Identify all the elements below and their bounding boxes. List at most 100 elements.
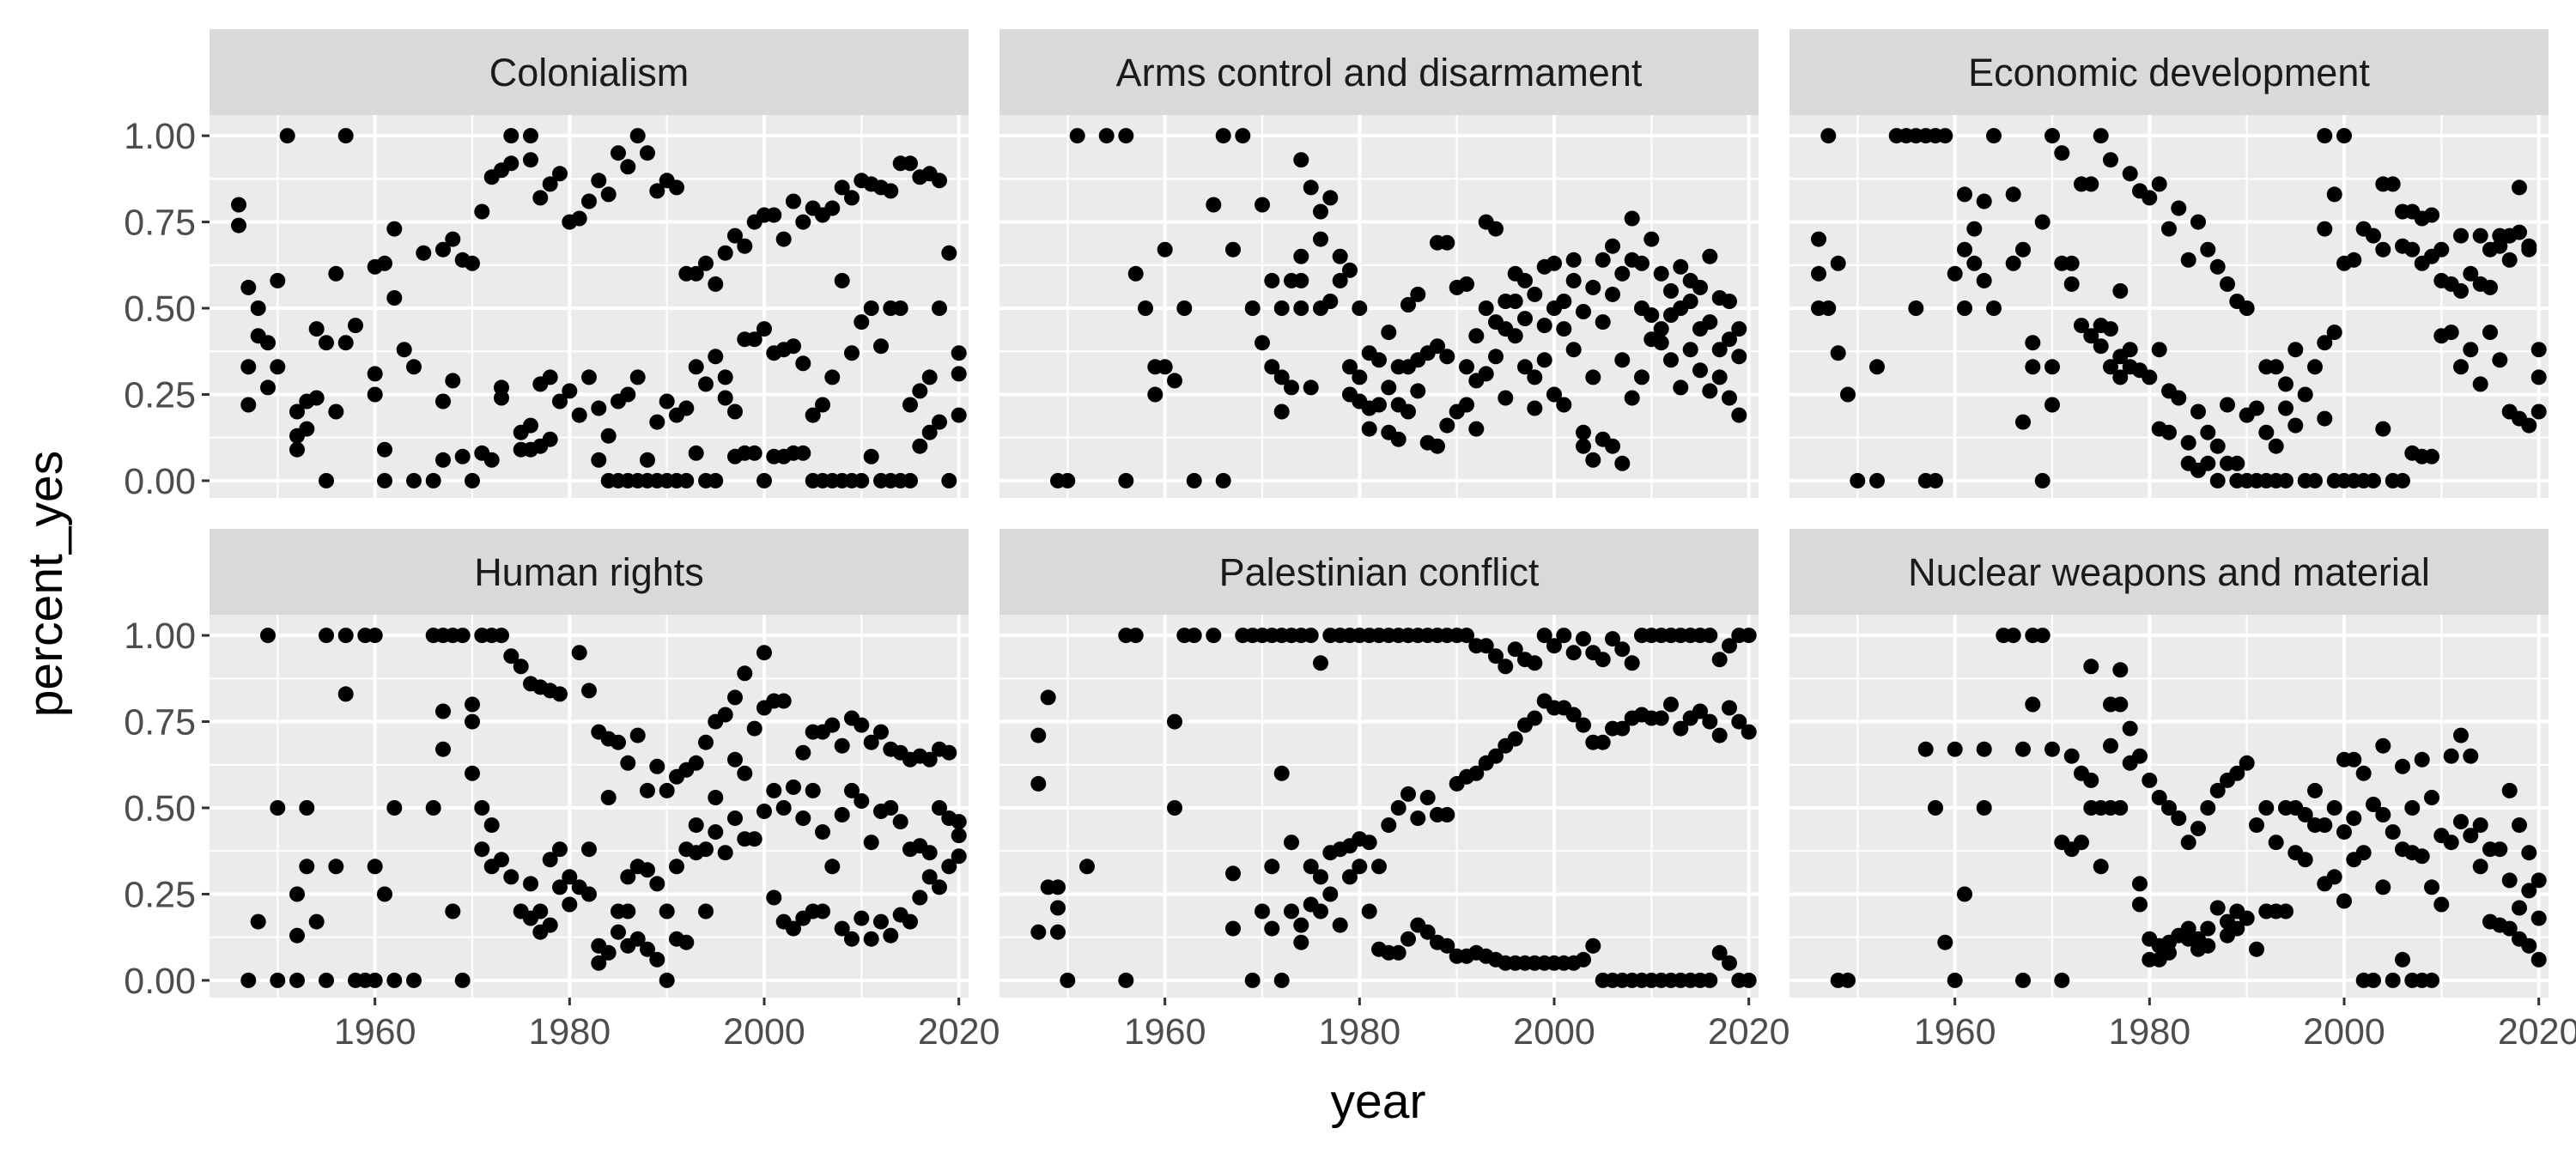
data-point — [1410, 810, 1426, 827]
data-point — [2326, 800, 2342, 816]
data-point — [1507, 731, 1523, 747]
data-point — [445, 373, 461, 389]
data-point — [1507, 641, 1523, 658]
y-tick-label: 0.00 — [124, 961, 196, 1002]
data-point — [2453, 814, 2469, 830]
data-point — [2074, 834, 2089, 851]
data-point — [1576, 631, 1591, 647]
data-point — [2015, 972, 2031, 988]
data-point — [1546, 386, 1562, 403]
data-point — [1517, 359, 1533, 375]
data-point — [737, 765, 753, 781]
data-point — [581, 369, 597, 385]
data-point — [2355, 845, 2372, 861]
data-point — [1342, 359, 1358, 375]
x-tick-label: 1980 — [1318, 1011, 1400, 1053]
data-point — [2326, 186, 2342, 203]
data-point — [465, 472, 480, 488]
data-point — [775, 800, 792, 816]
data-point — [824, 369, 841, 385]
data-point — [1741, 724, 1757, 740]
data-point — [1352, 859, 1368, 875]
data-point — [591, 400, 607, 416]
data-point — [591, 173, 607, 189]
data-point — [250, 300, 266, 316]
data-point — [2472, 228, 2488, 244]
data-point — [1147, 386, 1163, 403]
data-point — [367, 386, 383, 403]
data-point — [1313, 869, 1328, 885]
data-point — [1517, 311, 1533, 327]
data-point — [1957, 886, 1972, 902]
data-point — [1908, 300, 1924, 316]
data-point — [552, 879, 568, 895]
data-point — [2268, 359, 2284, 375]
data-point — [1478, 300, 1494, 316]
data-point — [717, 369, 733, 385]
data-point — [1702, 383, 1718, 399]
data-point — [932, 800, 947, 816]
data-point — [1741, 972, 1757, 988]
data-point — [1264, 272, 1280, 288]
data-point — [1702, 972, 1718, 988]
data-point — [308, 321, 325, 337]
facet-title: Human rights — [474, 550, 704, 594]
y-tick-label: 0.75 — [124, 702, 196, 743]
data-point — [834, 272, 850, 288]
data-point — [2472, 859, 2488, 875]
data-point — [2472, 376, 2488, 392]
data-point — [1869, 359, 1885, 375]
data-point — [494, 852, 509, 868]
facet-strip — [210, 529, 969, 615]
data-point — [746, 331, 762, 348]
data-point — [1643, 307, 1660, 323]
data-point — [1206, 628, 1222, 644]
data-point — [834, 737, 850, 754]
y-tick-label: 1.00 — [124, 616, 196, 657]
data-point — [1585, 279, 1601, 295]
facet-title: Nuclear weapons and material — [1908, 550, 2430, 594]
data-point — [611, 734, 626, 750]
data-point — [1390, 800, 1406, 816]
y-tick-label: 0.50 — [124, 288, 196, 330]
data-point — [1352, 300, 1368, 316]
data-point — [2414, 848, 2430, 865]
data-point — [494, 628, 509, 644]
data-point — [289, 441, 305, 458]
data-point — [2074, 318, 2089, 334]
data-point — [2239, 755, 2255, 771]
data-point — [611, 145, 626, 161]
data-point — [756, 804, 772, 819]
data-point — [425, 472, 441, 488]
data-point — [1167, 800, 1182, 816]
data-point — [2093, 128, 2109, 144]
data-point — [319, 472, 334, 488]
data-point — [1536, 352, 1552, 368]
data-point — [1215, 472, 1231, 488]
data-point — [1682, 342, 1698, 358]
data-point — [1313, 203, 1328, 220]
data-point — [571, 407, 587, 423]
data-point — [2424, 972, 2439, 988]
data-point — [1419, 790, 1436, 805]
data-point — [2063, 255, 2080, 271]
data-point — [2492, 841, 2508, 858]
data-point — [951, 814, 967, 830]
data-point — [2530, 910, 2547, 926]
data-point — [766, 889, 782, 906]
data-point — [932, 173, 947, 189]
data-point — [542, 917, 558, 933]
data-point — [1439, 807, 1455, 822]
data-point — [2229, 455, 2245, 471]
data-point — [2268, 438, 2284, 454]
data-point — [1459, 397, 1474, 413]
data-point — [854, 472, 870, 488]
data-point — [2249, 817, 2264, 834]
data-point — [1293, 272, 1309, 288]
data-point — [708, 349, 724, 365]
data-point — [795, 355, 811, 372]
data-point — [2103, 152, 2118, 168]
facet-title: Economic development — [1968, 51, 2370, 94]
data-point — [1556, 397, 1572, 413]
facet-strip — [1789, 529, 2549, 615]
